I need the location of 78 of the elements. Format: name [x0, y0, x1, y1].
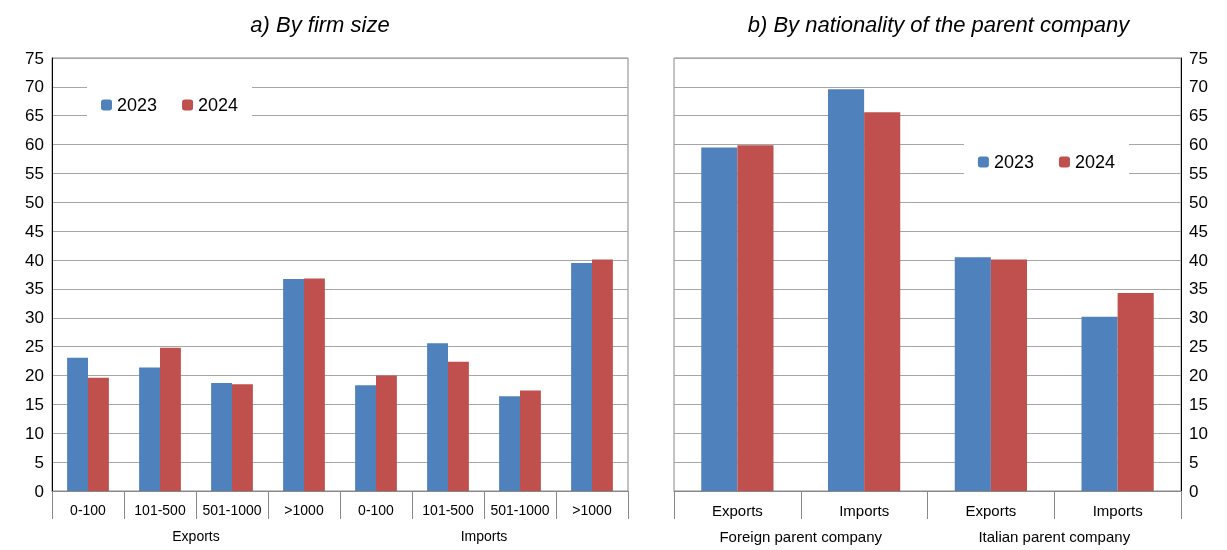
x-tick-label: 501-1000 [490, 502, 550, 518]
bar [67, 357, 88, 491]
y2-tick-label: 60 [1189, 135, 1208, 155]
text: Exports [172, 528, 220, 544]
x-tick-label: 0-100 [358, 502, 395, 518]
y-tick-label: 60 [25, 135, 44, 155]
y-tick-label: 35 [25, 279, 44, 299]
text: Imports [460, 528, 508, 544]
y-tick-label: 55 [25, 163, 44, 183]
bar [88, 377, 109, 491]
y-tick-label: 70 [25, 77, 44, 97]
y-tick-label: 50 [25, 192, 44, 212]
y-tick-label: 0 [34, 481, 44, 501]
bar [160, 347, 181, 491]
y2-tick-label: 75 [1189, 48, 1208, 68]
y2-tick-label: 0 [1189, 481, 1199, 501]
y2-tick-label: 55 [1189, 163, 1208, 183]
x-tick-label: 0-100 [70, 502, 107, 518]
bar [520, 390, 541, 491]
bar [1117, 292, 1154, 491]
bar [211, 383, 232, 491]
text: Foreign parent company [719, 528, 883, 545]
bar [571, 262, 592, 491]
bar [304, 278, 325, 491]
bar [864, 112, 901, 491]
y2-tick-label: 10 [1189, 423, 1208, 443]
text: Italian parent company [978, 528, 1131, 545]
bar [139, 367, 160, 491]
bar [232, 384, 253, 491]
y-tick-label: 75 [25, 48, 44, 68]
bar [448, 361, 469, 491]
bar [828, 89, 865, 491]
x-tick-label: 501-1000 [202, 502, 262, 518]
y2-tick-label: 35 [1189, 279, 1208, 299]
y-tick-label: 25 [25, 337, 44, 357]
chart-title: a) By firm size [250, 11, 390, 37]
y2-tick-label: 15 [1189, 394, 1208, 414]
legend-label: 2023 [993, 152, 1034, 172]
y2-tick-label: 50 [1189, 192, 1208, 212]
x-tick-label: Imports [1092, 502, 1143, 519]
y-tick-label: 10 [25, 423, 44, 443]
bar [701, 147, 738, 491]
x-tick-label: Exports [965, 502, 1017, 519]
bar [499, 396, 520, 491]
bar [954, 257, 991, 491]
y-tick-label: 45 [25, 221, 44, 241]
x-tick-label: >1000 [284, 502, 324, 518]
bar [737, 145, 774, 491]
y2-tick-label: 40 [1189, 250, 1208, 270]
bar [376, 375, 397, 491]
y2-tick-label: 30 [1189, 308, 1208, 328]
bar [1081, 316, 1118, 491]
bar [592, 259, 613, 491]
x-tick-label: 101-500 [422, 502, 474, 518]
y2-tick-label: 5 [1189, 452, 1199, 472]
x-tick-label: 101-500 [134, 502, 186, 518]
legend-label: 2024 [198, 95, 239, 115]
y-tick-label: 65 [25, 106, 44, 126]
legend-label: 2024 [1074, 152, 1115, 172]
bar [990, 259, 1027, 491]
y2-tick-label: 65 [1189, 106, 1208, 126]
x-tick-label: >1000 [572, 502, 612, 518]
y-tick-label: 5 [34, 452, 44, 472]
y-tick-label: 15 [25, 394, 44, 414]
bar [283, 279, 304, 491]
y2-tick-label: 45 [1189, 221, 1208, 241]
x-tick-label: Imports [839, 502, 890, 519]
bar [427, 343, 448, 491]
y2-tick-label: 25 [1189, 337, 1208, 357]
y2-tick-label: 20 [1189, 366, 1208, 386]
y-tick-label: 20 [25, 366, 44, 386]
legend-label: 2023 [117, 95, 158, 115]
y-tick-label: 30 [25, 308, 44, 328]
chart-title: b) By nationality of the parent company [747, 11, 1132, 37]
y-tick-label: 40 [25, 250, 44, 270]
bar [355, 385, 376, 491]
y2-tick-label: 70 [1189, 77, 1208, 97]
x-tick-label: Exports [711, 502, 763, 519]
